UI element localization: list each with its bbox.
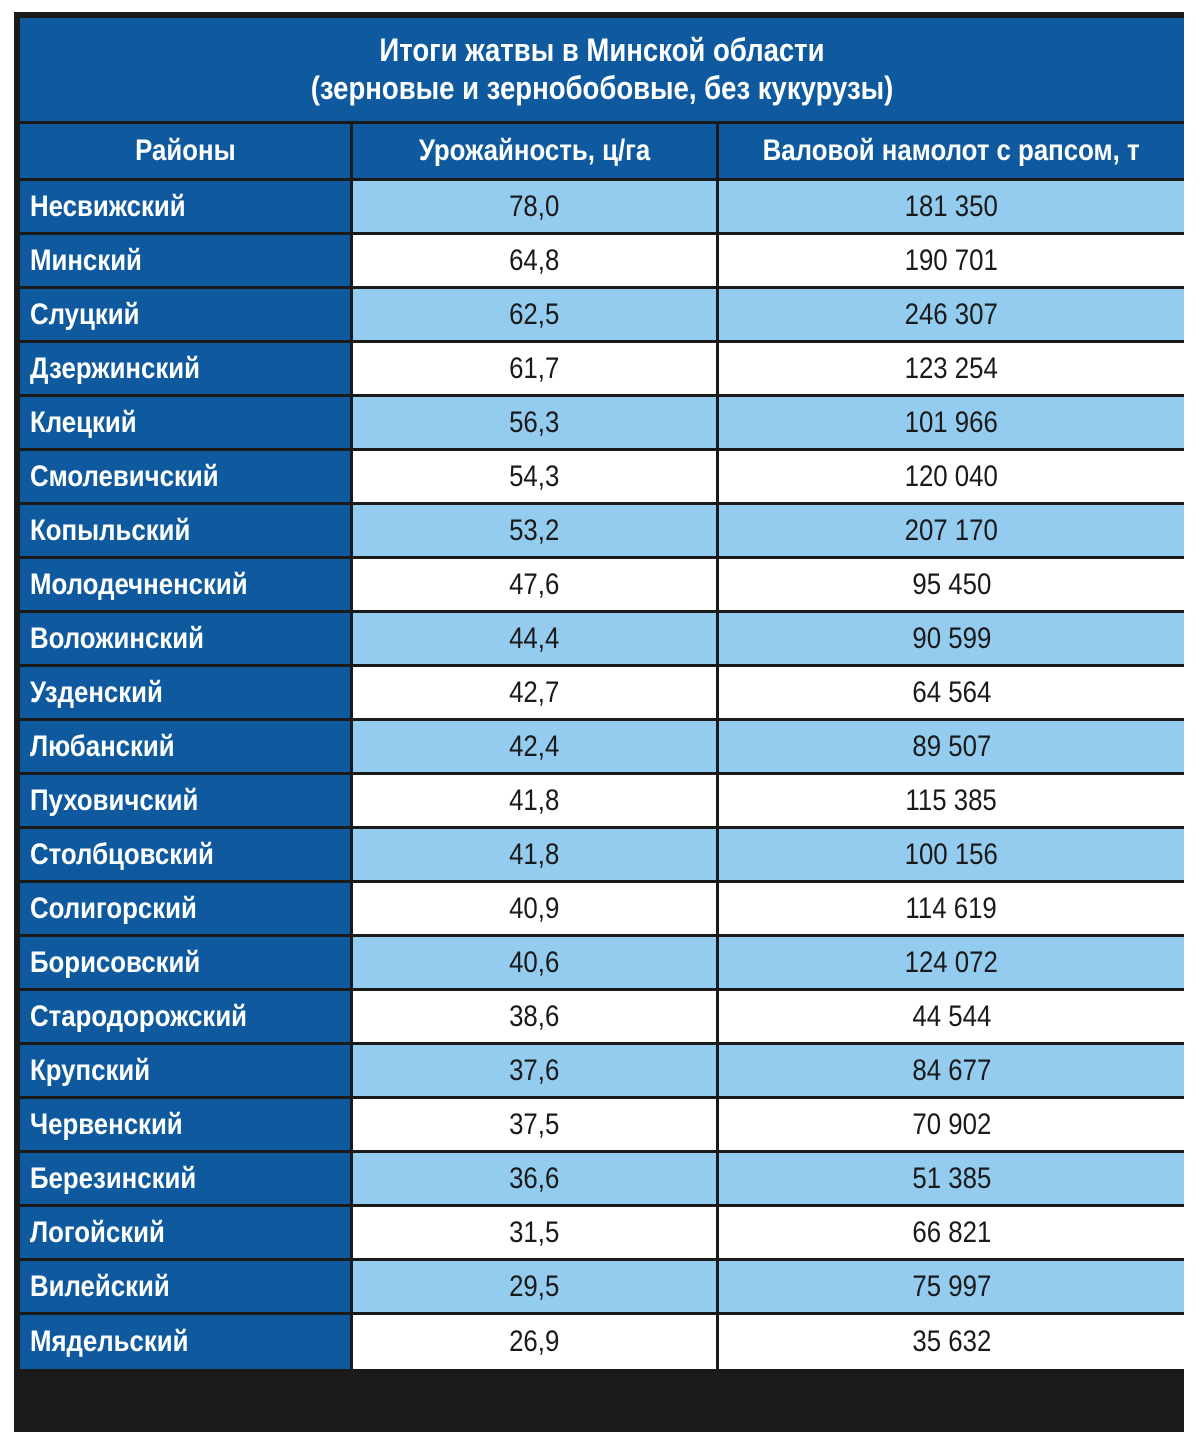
yield-cell: 64,8 xyxy=(353,235,719,289)
yield-cell: 40,6 xyxy=(353,937,719,991)
harvest-cell: 66 821 xyxy=(719,1207,1184,1261)
district-cell: Молодечненский xyxy=(20,559,353,613)
harvest-cell: 35 632 xyxy=(719,1315,1184,1369)
harvest-cell: 84 677 xyxy=(719,1045,1184,1099)
table-row: Логойский 31,5 66 821 xyxy=(20,1207,1184,1261)
harvest-cell: 89 507 xyxy=(719,721,1184,775)
table-title: Итоги жатвы в Минской области (зерновые … xyxy=(20,18,1184,121)
yield-cell: 61,7 xyxy=(353,343,719,397)
district-cell: Солигорский xyxy=(20,883,353,937)
yield-cell: 26,9 xyxy=(353,1315,719,1369)
harvest-cell: 181 350 xyxy=(719,181,1184,235)
district-cell: Пуховичский xyxy=(20,775,353,829)
district-cell: Смолевичский xyxy=(20,451,353,505)
district-cell: Дзержинский xyxy=(20,343,353,397)
harvest-cell: 123 254 xyxy=(719,343,1184,397)
table-row: Пуховичский 41,8 115 385 xyxy=(20,775,1184,829)
harvest-cell: 70 902 xyxy=(719,1099,1184,1153)
harvest-cell: 44 544 xyxy=(719,991,1184,1045)
yield-cell: 37,5 xyxy=(353,1099,719,1153)
table-row: Борисовский 40,6 124 072 xyxy=(20,937,1184,991)
table-row: Стародорожский 38,6 44 544 xyxy=(20,991,1184,1045)
district-cell: Копыльский xyxy=(20,505,353,559)
yield-cell: 53,2 xyxy=(353,505,719,559)
column-header-yield: Урожайность, ц/га xyxy=(353,124,719,181)
harvest-cell: 114 619 xyxy=(719,883,1184,937)
harvest-cell: 120 040 xyxy=(719,451,1184,505)
column-header-districts: Районы xyxy=(20,124,353,181)
harvest-cell: 75 997 xyxy=(719,1261,1184,1315)
district-cell: Клецкий xyxy=(20,397,353,451)
harvest-cell: 100 156 xyxy=(719,829,1184,883)
harvest-cell: 115 385 xyxy=(719,775,1184,829)
column-header-harvest: Валовой намолот с рапсом, т xyxy=(719,124,1184,181)
district-cell: Мядельский xyxy=(20,1315,353,1369)
table-row: Клецкий 56,3 101 966 xyxy=(20,397,1184,451)
table-row: Молодечненский 47,6 95 450 xyxy=(20,559,1184,613)
harvest-cell: 101 966 xyxy=(719,397,1184,451)
yield-cell: 41,8 xyxy=(353,775,719,829)
table-row: Березинский 36,6 51 385 xyxy=(20,1153,1184,1207)
yield-cell: 42,4 xyxy=(353,721,719,775)
district-cell: Борисовский xyxy=(20,937,353,991)
district-cell: Крупский xyxy=(20,1045,353,1099)
yield-cell: 31,5 xyxy=(353,1207,719,1261)
yield-cell: 44,4 xyxy=(353,613,719,667)
district-cell: Воложинский xyxy=(20,613,353,667)
district-cell: Минский xyxy=(20,235,353,289)
yield-cell: 62,5 xyxy=(353,289,719,343)
header-row: Районы Урожайность, ц/га Валовой намолот… xyxy=(20,124,1184,181)
harvest-cell: 51 385 xyxy=(719,1153,1184,1207)
yield-cell: 78,0 xyxy=(353,181,719,235)
harvest-cell: 124 072 xyxy=(719,937,1184,991)
yield-cell: 56,3 xyxy=(353,397,719,451)
district-cell: Стародорожский xyxy=(20,991,353,1045)
harvest-table: Районы Урожайность, ц/га Валовой намолот… xyxy=(20,124,1184,1369)
yield-cell: 40,9 xyxy=(353,883,719,937)
table-row: Столбцовский 41,8 100 156 xyxy=(20,829,1184,883)
table-body: Несвижский 78,0 181 350 Минский 64,8 190 701 С… xyxy=(20,181,1184,1369)
harvest-table-frame: Итоги жатвы в Минской области (зерновые … xyxy=(14,12,1184,1432)
harvest-cell: 190 701 xyxy=(719,235,1184,289)
yield-cell: 38,6 xyxy=(353,991,719,1045)
district-cell: Столбцовский xyxy=(20,829,353,883)
district-cell: Слуцкий xyxy=(20,289,353,343)
table-row: Слуцкий 62,5 246 307 xyxy=(20,289,1184,343)
yield-cell: 54,3 xyxy=(353,451,719,505)
table-row: Дзержинский 61,7 123 254 xyxy=(20,343,1184,397)
district-cell: Логойский xyxy=(20,1207,353,1261)
harvest-cell: 207 170 xyxy=(719,505,1184,559)
yield-cell: 29,5 xyxy=(353,1261,719,1315)
table-row: Минский 64,8 190 701 xyxy=(20,235,1184,289)
district-cell: Несвижский xyxy=(20,181,353,235)
table-row: Крупский 37,6 84 677 xyxy=(20,1045,1184,1099)
district-cell: Вилейский xyxy=(20,1261,353,1315)
district-cell: Червенский xyxy=(20,1099,353,1153)
yield-cell: 37,6 xyxy=(353,1045,719,1099)
table-row: Вилейский 29,5 75 997 xyxy=(20,1261,1184,1315)
district-cell: Узденский xyxy=(20,667,353,721)
table-row: Несвижский 78,0 181 350 xyxy=(20,181,1184,235)
title-line-1: Итоги жатвы в Минской области xyxy=(379,32,825,68)
title-line-2: (зерновые и зернобобовые, без кукурузы) xyxy=(310,70,894,106)
district-cell: Березинский xyxy=(20,1153,353,1207)
table-row: Воложинский 44,4 90 599 xyxy=(20,613,1184,667)
table-row: Мядельский 26,9 35 632 xyxy=(20,1315,1184,1369)
table-row: Червенский 37,5 70 902 xyxy=(20,1099,1184,1153)
table-row: Смолевичский 54,3 120 040 xyxy=(20,451,1184,505)
table-row: Солигорский 40,9 114 619 xyxy=(20,883,1184,937)
yield-cell: 36,6 xyxy=(353,1153,719,1207)
harvest-cell: 95 450 xyxy=(719,559,1184,613)
harvest-cell: 64 564 xyxy=(719,667,1184,721)
table-row: Узденский 42,7 64 564 xyxy=(20,667,1184,721)
yield-cell: 41,8 xyxy=(353,829,719,883)
yield-cell: 47,6 xyxy=(353,559,719,613)
district-cell: Любанский xyxy=(20,721,353,775)
yield-cell: 42,7 xyxy=(353,667,719,721)
harvest-cell: 90 599 xyxy=(719,613,1184,667)
harvest-cell: 246 307 xyxy=(719,289,1184,343)
table-row: Любанский 42,4 89 507 xyxy=(20,721,1184,775)
table-row: Копыльский 53,2 207 170 xyxy=(20,505,1184,559)
